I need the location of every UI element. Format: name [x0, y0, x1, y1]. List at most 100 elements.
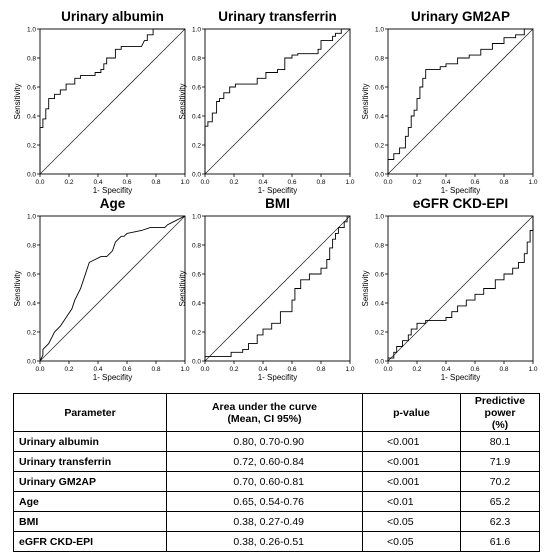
x-tick-label: 1.0	[345, 179, 354, 186]
header-auc: Area under the curve (Mean, CI 95%)	[166, 393, 363, 432]
x-tick-label: 0.8	[151, 366, 160, 373]
plot-frame	[204, 28, 351, 175]
cell-parameter: BMI	[13, 511, 167, 532]
cell-p-value: <0.001	[362, 471, 461, 492]
y-tick-label: 0.6	[27, 84, 36, 91]
roc-chart-grid: Urinary albumin 0.0 0.0 0.2 0.2 0.4 0.4 0.6 0.6 0…	[13, 9, 538, 382]
y-tick-label: 0.8	[192, 242, 201, 249]
y-tick-label: 0.0	[192, 358, 201, 365]
x-tick-label: 0.6	[470, 366, 479, 373]
plot-frame	[387, 28, 534, 175]
reference-line	[204, 28, 351, 175]
roc-curve-egfr-ckd-epi	[387, 216, 534, 361]
header-parameter: Parameter	[13, 393, 167, 432]
x-tick-label: 0.0	[35, 366, 44, 373]
cell-auc: 0.65, 0.54-0.76	[166, 491, 363, 512]
cell-p-value: <0.001	[362, 431, 461, 452]
reference-line	[387, 215, 534, 362]
y-tick-label: 0.2	[375, 329, 384, 336]
chart-title: eGFR CKD-EPI	[413, 196, 508, 211]
reference-line	[387, 28, 534, 175]
table-header-row: Parameter Area under the curve (Mean, CI…	[13, 393, 540, 432]
roc-results-table: Parameter Area under the curve (Mean, CI…	[13, 393, 540, 552]
x-tick-label: 0.4	[93, 179, 102, 186]
x-tick-label: 0.4	[258, 179, 267, 186]
header-power-line1: Predictive power	[474, 394, 526, 419]
cell-predictive-power: 62.3	[460, 511, 540, 532]
table-row: BMI 0.38, 0.27-0.49 <0.05 62.3	[13, 511, 540, 532]
cell-predictive-power: 70.2	[460, 471, 540, 492]
y-tick-label: 0.8	[27, 242, 36, 249]
header-auc-line2: (Mean, CI 95%)	[227, 412, 302, 425]
x-tick-label: 0.2	[64, 366, 73, 373]
cell-p-value: <0.001	[362, 451, 461, 472]
x-axis-label: 1- Specifity	[93, 373, 133, 382]
table-row: Urinary GM2AP 0.70, 0.60-0.81 <0.001 70.…	[13, 471, 540, 492]
x-tick-label: 0.8	[316, 179, 325, 186]
y-tick-label: 0.0	[375, 358, 384, 365]
y-tick-label: 1.0	[27, 26, 36, 33]
x-tick-label: 0.4	[441, 179, 450, 186]
y-tick-label: 0.2	[27, 142, 36, 149]
y-tick-label: 0.6	[192, 271, 201, 278]
roc-panel-urinary-transferrin: Urinary transferrin 0.00.0 0.2 0.2 0.4 0.4 0.6…	[178, 9, 355, 195]
chart-title: Age	[100, 196, 126, 211]
roc-charts-svg: Urinary albumin0.00.00.20.20.40.40.60.60…	[13, 9, 538, 382]
y-tick-label: 0.4	[192, 113, 201, 120]
x-tick-label: 0.8	[316, 366, 325, 373]
x-tick-label: 0.2	[64, 179, 73, 186]
x-tick-label: 0.6	[122, 179, 131, 186]
cell-predictive-power: 71.9	[460, 451, 540, 472]
cell-predictive-power: 80.1	[460, 431, 540, 452]
y-tick-label: 0.2	[27, 329, 36, 336]
y-tick-label: 0.4	[192, 300, 201, 307]
header-power-line2: (%)	[491, 418, 509, 431]
chart-title: Urinary transferrin	[218, 9, 337, 24]
x-tick-label: 0.4	[441, 366, 450, 373]
roc-curve-bmi	[204, 215, 350, 361]
cell-auc: 0.72, 0.60-0.84	[166, 451, 363, 472]
roc-panel-urinary-albumin: Urinary albumin 0.00.0 0.2 0.2 0.4 0.4 0.6 0.6 0…	[13, 9, 190, 195]
plot-frame	[39, 215, 186, 362]
cell-auc: 0.80, 0.70-0.90	[166, 431, 363, 452]
chart-title: Urinary albumin	[61, 9, 164, 24]
x-tick-label: 0.6	[122, 366, 131, 373]
chart-title: Urinary GM2AP	[411, 9, 510, 24]
x-tick-label: 0.0	[383, 179, 392, 186]
x-axis-label: 1- Specifity	[258, 186, 298, 195]
y-tick-label: 0.4	[27, 113, 36, 120]
y-tick-label: 0.2	[192, 329, 201, 336]
reference-line	[39, 28, 186, 175]
y-axis-label: Sensitivity	[13, 270, 22, 306]
y-tick-label: 1.0	[27, 213, 36, 220]
x-axis-label: 1- Specifity	[258, 373, 298, 382]
table-row: Urinary albumin 0.80, 0.70-0.90 <0.001 8…	[13, 431, 540, 452]
y-tick-label: 1.0	[192, 213, 201, 220]
cell-parameter: Urinary GM2AP	[13, 471, 167, 492]
x-tick-label: 0.2	[412, 179, 421, 186]
y-tick-label: 0.0	[375, 171, 384, 178]
y-tick-label: 0.4	[27, 300, 36, 307]
roc-panel-age: Age 0.00.0 0.2 0.2 0.4 0.4 0.6 0.6 0.8 0.8 1.0 1.0 1…	[13, 196, 190, 382]
plot-frame	[39, 28, 186, 175]
plot-frame	[387, 215, 534, 362]
header-auc-line1: Area under the curve	[211, 400, 318, 413]
header-predictive-power: Predictive power (%)	[460, 393, 540, 432]
x-tick-label: 0.0	[383, 366, 392, 373]
y-tick-label: 0.0	[27, 358, 36, 365]
roc-curve-urinary-gm2ap	[387, 28, 533, 174]
table-row: Urinary transferrin 0.72, 0.60-0.84 <0.0…	[13, 451, 540, 472]
roc-curve-urinary-albumin	[39, 28, 185, 174]
cell-parameter: Urinary albumin	[13, 431, 167, 452]
cell-p-value: <0.05	[362, 511, 461, 532]
y-tick-label: 1.0	[375, 213, 384, 220]
reference-line	[204, 215, 351, 362]
y-tick-label: 1.0	[375, 26, 384, 33]
x-tick-label: 1.0	[180, 179, 189, 186]
x-tick-label: 0.6	[287, 366, 296, 373]
y-tick-label: 0.4	[375, 300, 384, 307]
cell-predictive-power: 65.2	[460, 491, 540, 512]
y-axis-label: Sensitivity	[361, 83, 370, 119]
cell-auc: 0.38, 0.27-0.49	[166, 511, 363, 532]
x-tick-label: 0.2	[412, 366, 421, 373]
